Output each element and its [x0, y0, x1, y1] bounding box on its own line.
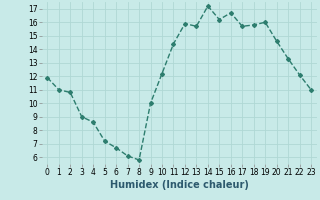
X-axis label: Humidex (Indice chaleur): Humidex (Indice chaleur) [110, 180, 249, 190]
